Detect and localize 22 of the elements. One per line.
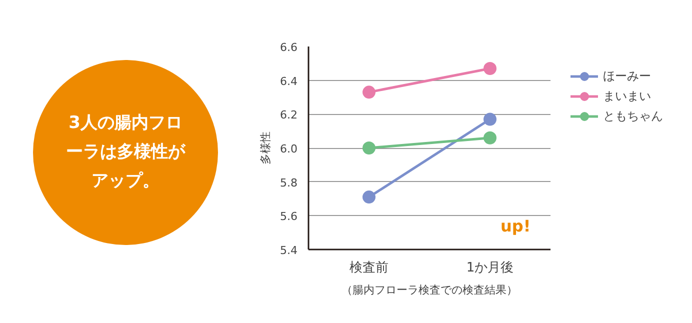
point bbox=[484, 62, 496, 75]
x-tick-label: 検査前 bbox=[350, 260, 388, 276]
y-tick-label: 6.4 bbox=[280, 74, 298, 88]
x-axis-title: （腸内フローラ検査での検査結果） bbox=[342, 284, 518, 296]
point bbox=[362, 86, 376, 99]
point bbox=[362, 190, 376, 204]
picture-bubble: 3人の腸内フローラは多様性がアップ。 bbox=[33, 60, 218, 245]
y-tick-label: 5.4 bbox=[280, 244, 298, 257]
y-tick-label: 6.2 bbox=[280, 108, 298, 122]
point bbox=[362, 142, 376, 154]
y-tick-label: 6.0 bbox=[280, 142, 298, 156]
legend-label: ほーみー bbox=[603, 68, 651, 84]
y-tick-label: 5.6 bbox=[280, 210, 298, 224]
point bbox=[484, 131, 496, 144]
annotation: up! bbox=[500, 216, 531, 236]
y-axis-title: 多様性 bbox=[259, 132, 272, 164]
y-tick-label: 6.6 bbox=[280, 41, 298, 54]
x-tick-label: 1か月後 bbox=[466, 260, 514, 276]
y-tick-label: 5.8 bbox=[280, 176, 298, 190]
legend-label: まいまい bbox=[603, 88, 651, 104]
legend-label: ともちゃん bbox=[603, 108, 663, 124]
point bbox=[484, 112, 496, 126]
